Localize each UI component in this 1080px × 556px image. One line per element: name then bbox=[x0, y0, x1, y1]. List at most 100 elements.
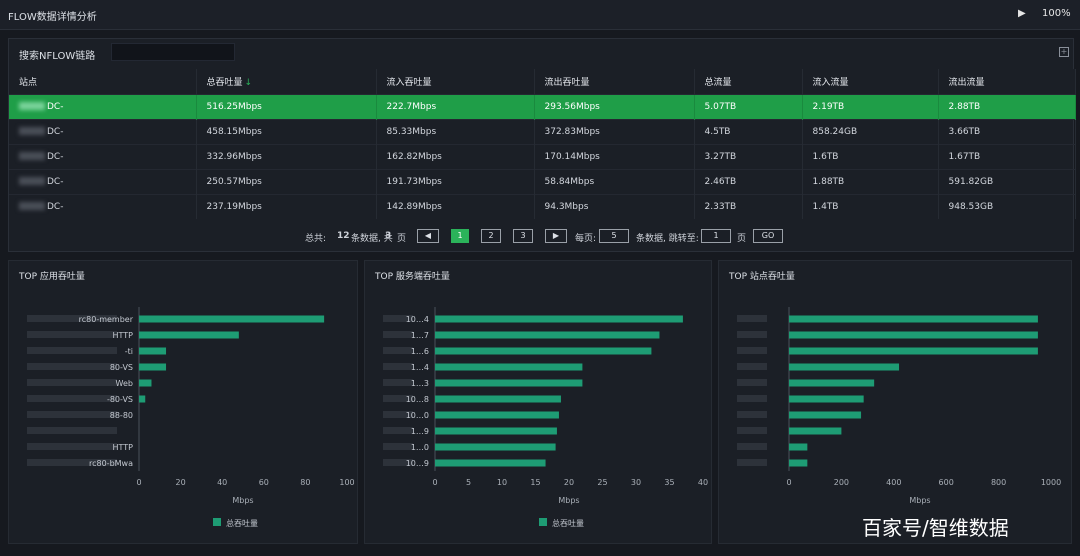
table-cell-total: 250.57Mbps bbox=[196, 168, 377, 194]
category-label: 1…6 bbox=[411, 347, 429, 356]
redacted-label bbox=[737, 331, 767, 338]
page-3-button[interactable]: 3 bbox=[513, 229, 533, 243]
bar[interactable] bbox=[139, 395, 146, 403]
bar[interactable] bbox=[435, 427, 557, 435]
search-row: 搜索NFLOW链路 + bbox=[9, 39, 1073, 65]
site-name: DC- bbox=[47, 151, 64, 162]
bar[interactable] bbox=[435, 347, 652, 355]
table-cell-out: 293.56Mbps bbox=[534, 93, 695, 119]
x-axis-label: Mbps bbox=[909, 496, 930, 505]
legend-label[interactable]: 总吞吐量 bbox=[226, 518, 258, 528]
go-button[interactable]: GO bbox=[753, 229, 783, 243]
bar[interactable] bbox=[435, 331, 660, 339]
category-label: 10…4 bbox=[406, 315, 429, 324]
flow-table: 站点 总吞吐量 ↓ 流入吞吐量 流出吞吐量 总流量 流入流量 流出流量 DC- 51… bbox=[9, 69, 1076, 219]
table-cell-in-flow: 2.19TB bbox=[802, 93, 939, 119]
bar[interactable] bbox=[139, 363, 167, 371]
header-site[interactable]: 站点 bbox=[9, 69, 197, 94]
per-page-input[interactable]: 5 bbox=[599, 229, 629, 243]
header-in-flow[interactable]: 流入流量 bbox=[802, 69, 939, 94]
legend-swatch[interactable] bbox=[539, 518, 547, 526]
redacted-text bbox=[19, 202, 45, 211]
category-label: rc80-bMwa bbox=[89, 459, 133, 468]
bar[interactable] bbox=[435, 459, 546, 467]
bar[interactable] bbox=[139, 315, 325, 323]
bar[interactable] bbox=[139, 347, 167, 355]
redacted-label bbox=[383, 363, 413, 370]
bar[interactable] bbox=[435, 379, 583, 387]
table-cell-site: DC- bbox=[9, 168, 197, 194]
category-label: 10…8 bbox=[406, 395, 429, 404]
redacted-label bbox=[27, 411, 117, 418]
table-row[interactable]: DC- 250.57Mbps 191.73Mbps 58.84Mbps 2.46TB 1.… bbox=[9, 168, 1076, 194]
table-row[interactable]: DC- 332.96Mbps 162.82Mbps 170.14Mbps 3.27TB 1… bbox=[9, 143, 1076, 169]
header-total-throughput[interactable]: 总吞吐量 ↓ bbox=[196, 69, 377, 94]
legend-swatch[interactable] bbox=[213, 518, 221, 526]
jump-page-input[interactable]: 1 bbox=[701, 229, 731, 243]
pager-total-suffix: 页 bbox=[397, 234, 407, 244]
search-label: 搜索NFLOW链路 bbox=[19, 51, 96, 62]
bar[interactable] bbox=[789, 363, 900, 371]
zoom-level[interactable]: 100% bbox=[1042, 8, 1071, 19]
category-label: 1…9 bbox=[411, 427, 429, 436]
x-tick-label: 0 bbox=[136, 478, 141, 487]
site-name: DC- bbox=[47, 201, 64, 212]
bar[interactable] bbox=[789, 331, 1038, 339]
bar[interactable] bbox=[789, 379, 875, 387]
redacted-label bbox=[383, 459, 413, 466]
bar[interactable] bbox=[789, 411, 862, 419]
bar[interactable] bbox=[435, 443, 556, 451]
bar[interactable] bbox=[435, 363, 583, 371]
header-out-throughput[interactable]: 流出吞吐量 bbox=[534, 69, 695, 94]
page-1-button[interactable]: 1 bbox=[451, 229, 469, 243]
redacted-text bbox=[19, 152, 45, 160]
legend-label[interactable]: 总吞吐量 bbox=[552, 518, 584, 528]
table-row[interactable]: DC- 516.25Mbps 222.7Mbps 293.56Mbps 5.07TB 2.… bbox=[9, 93, 1076, 119]
header-total-flow[interactable]: 总流量 bbox=[694, 69, 803, 94]
x-tick-label: 10 bbox=[497, 478, 507, 487]
x-tick-label: 0 bbox=[432, 478, 437, 487]
chart-title: TOP 应用吞吐量 bbox=[19, 272, 85, 282]
page-2-button[interactable]: 2 bbox=[481, 229, 501, 243]
bar[interactable] bbox=[789, 315, 1038, 323]
page-title: FLOW数据详情分析 bbox=[8, 12, 97, 23]
x-tick-label: 5 bbox=[466, 478, 471, 487]
prev-page-button[interactable]: ◀ bbox=[417, 229, 439, 243]
sort-down-icon[interactable]: ↓ bbox=[244, 77, 253, 88]
table-row[interactable]: DC- 237.19Mbps 142.89Mbps 94.3Mbps 2.33TB 1.4… bbox=[9, 193, 1076, 219]
x-tick-label: 600 bbox=[939, 478, 954, 487]
redacted-label bbox=[737, 411, 767, 418]
category-label: -ti bbox=[125, 347, 133, 356]
table-cell-total-flow: 2.33TB bbox=[694, 193, 803, 219]
search-input[interactable] bbox=[111, 43, 235, 61]
category-label: Web bbox=[116, 379, 133, 388]
chart-panel-app: TOP 应用吞吐量 0 20 40 60 80 100 Mbps rc80-member HTT… bbox=[8, 260, 358, 544]
x-tick-label: 200 bbox=[834, 478, 849, 487]
expand-icon[interactable]: + bbox=[1059, 47, 1069, 57]
redacted-label bbox=[737, 427, 767, 434]
bar[interactable] bbox=[139, 331, 239, 339]
bar[interactable] bbox=[435, 411, 559, 419]
x-tick-label: 800 bbox=[991, 478, 1006, 487]
table-row[interactable]: DC- 458.15Mbps 85.33Mbps 372.83Mbps 4.5TB 858… bbox=[9, 118, 1076, 144]
play-icon[interactable]: ▶ bbox=[1018, 8, 1026, 19]
table-cell-in: 162.82Mbps bbox=[376, 143, 535, 169]
header-out-flow[interactable]: 流出流量 bbox=[938, 69, 1076, 94]
table-cell-in-flow: 1.6TB bbox=[802, 143, 939, 169]
x-axis-label: Mbps bbox=[232, 496, 253, 505]
x-tick-label: 1000 bbox=[1041, 478, 1061, 487]
x-tick-label: 40 bbox=[698, 478, 708, 487]
bar[interactable] bbox=[789, 443, 808, 451]
bar[interactable] bbox=[435, 395, 561, 403]
header-in-throughput[interactable]: 流入吞吐量 bbox=[376, 69, 535, 94]
table-cell-out: 58.84Mbps bbox=[534, 168, 695, 194]
bar[interactable] bbox=[789, 427, 842, 435]
bar[interactable] bbox=[435, 315, 683, 323]
bar[interactable] bbox=[789, 459, 808, 467]
bar[interactable] bbox=[789, 347, 1038, 355]
table-cell-in: 85.33Mbps bbox=[376, 118, 535, 144]
bar[interactable] bbox=[789, 395, 864, 403]
table-cell-in: 222.7Mbps bbox=[376, 93, 535, 119]
bar[interactable] bbox=[139, 379, 152, 387]
next-page-button[interactable]: ▶ bbox=[545, 229, 567, 243]
